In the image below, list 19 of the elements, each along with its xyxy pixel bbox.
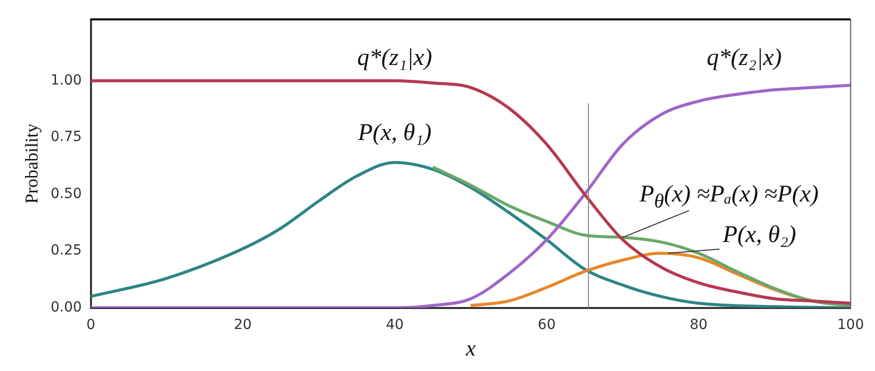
x-axis-title: x	[464, 336, 476, 361]
y-tick-label: 0.50	[50, 186, 82, 202]
annotation: P(x, θ₁)	[358, 120, 432, 146]
x-tick-label: 100	[837, 316, 864, 333]
x-tick-label: 0	[86, 316, 96, 333]
x-tick-label: 80	[690, 316, 708, 333]
annotation: q*(z₁|x)	[357, 45, 432, 71]
annotation: P(x, θ₂)	[722, 222, 796, 248]
y-tick-label: 0.75	[50, 129, 82, 146]
line-series	[431, 166, 851, 308]
y-tick-label: 0.25	[50, 242, 82, 259]
x-tick-label: 20	[234, 316, 252, 333]
x-tick-label: 60	[538, 316, 556, 333]
annotation: P$_{θ}$(x) ≈Pₐ(x) ≈P(x)	[640, 181, 819, 212]
annotation: q*(z₂|x)	[706, 45, 782, 71]
x-tick-label: 40	[386, 316, 404, 333]
y-tick-label: 1.00	[50, 72, 82, 88]
y-axis-title: Probability	[22, 124, 42, 204]
y-tick-label: 0.00	[50, 299, 82, 316]
